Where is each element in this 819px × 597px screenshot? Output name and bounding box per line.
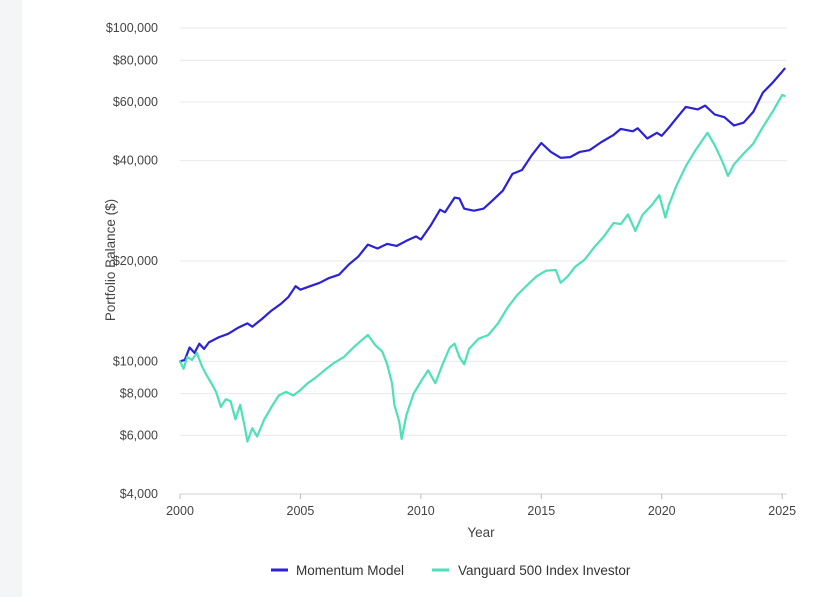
x-tick-label: 2005 [287,504,315,518]
series-line-2 [178,93,786,443]
line-chart: $4,000 $6,000 $8,000 $10,000 $20,000 $40,000 $… [103,21,796,578]
series-line-1 [178,67,786,363]
y-tick-label: $60,000 [113,95,158,109]
series-lines [178,67,786,443]
x-tick-label: 2020 [648,504,676,518]
y-tick-label: $40,000 [113,154,158,168]
legend: Momentum Model Vanguard 500 Index Investo… [271,563,631,578]
y-tick-label: $4,000 [120,487,158,501]
y-axis: $4,000 $6,000 $8,000 $10,000 $20,000 $40,000 $… [106,21,158,501]
x-tick-label: 2000 [166,504,194,518]
legend-label-2: Vanguard 500 Index Investor [458,563,631,578]
y-tick-label: $6,000 [120,428,158,442]
y-tick-label: $10,000 [113,354,158,368]
x-tick-label: 2025 [768,504,796,518]
legend-label-1: Momentum Model [296,563,404,578]
y-tick-label: $80,000 [113,53,158,67]
y-axis-title: Portfolio Balance ($) [103,199,118,321]
x-tick-label: 2015 [527,504,555,518]
x-axis: 2000 2005 2010 2015 2020 2025 [166,494,796,518]
x-axis-title: Year [467,525,495,540]
y-tick-label: $8,000 [120,387,158,401]
x-tick-label: 2010 [407,504,435,518]
gridlines [180,27,787,495]
chart-panel: $4,000 $6,000 $8,000 $10,000 $20,000 $40,000 $… [22,0,819,597]
y-tick-label: $20,000 [113,254,158,268]
y-tick-label: $100,000 [106,21,158,35]
